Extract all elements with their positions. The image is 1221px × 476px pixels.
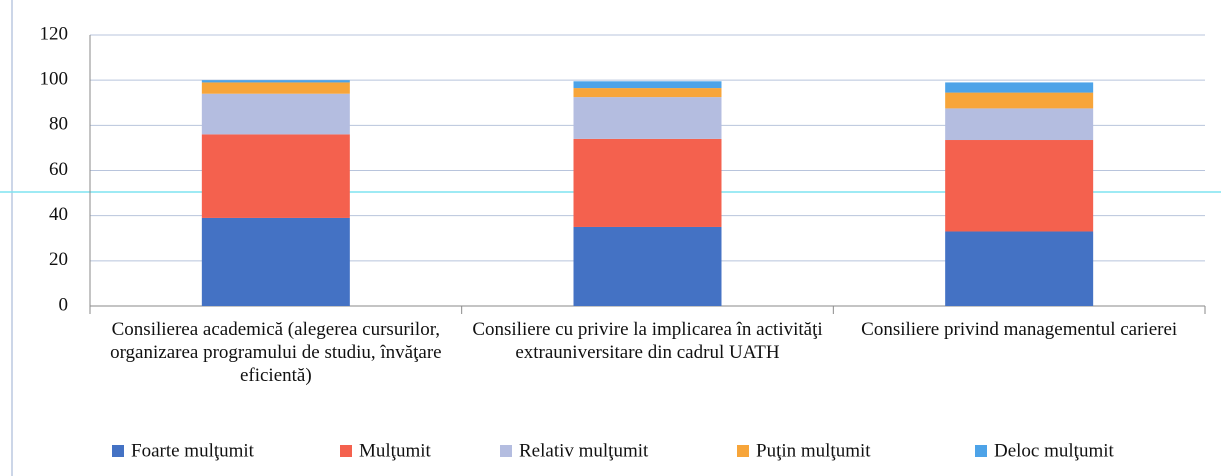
y-tick-label: 80 — [49, 114, 68, 135]
legend-label: Deloc mulţumit — [994, 440, 1115, 461]
legend-label: Mulţumit — [359, 440, 432, 461]
legend-swatch — [975, 445, 987, 457]
bar-segment — [945, 108, 1094, 141]
legend-label: Relativ mulţumit — [519, 440, 649, 461]
bar-segment — [201, 93, 350, 135]
bar-segment — [945, 92, 1094, 109]
x-tick-label: Consiliere privind managementul carierei — [861, 319, 1178, 340]
legend-label: Puţin mulţumit — [756, 440, 871, 461]
bar-segment — [945, 82, 1094, 93]
bar-segment — [201, 134, 350, 218]
y-tick-label: 100 — [40, 69, 69, 90]
bar-segment — [201, 80, 350, 83]
legend-swatch — [112, 445, 124, 457]
bar-segment — [573, 97, 722, 139]
y-tick-label: 120 — [40, 23, 69, 44]
y-tick-label: 20 — [49, 249, 68, 270]
bar-segment — [201, 82, 350, 94]
legend-swatch — [340, 445, 352, 457]
y-tick-label: 40 — [49, 204, 68, 225]
legend-label: Foarte mulţumit — [131, 440, 255, 461]
bar-segment — [573, 138, 722, 227]
bar-segment — [945, 231, 1094, 306]
x-tick-label: Consiliere cu privire la implicarea în a… — [472, 319, 823, 363]
bar-segment — [573, 81, 722, 89]
bar-segment — [945, 140, 1094, 232]
bar-segment — [201, 217, 350, 306]
y-tick-label: 0 — [59, 294, 69, 315]
y-tick-label: 60 — [49, 159, 68, 180]
legend-swatch — [737, 445, 749, 457]
legend-swatch — [500, 445, 512, 457]
bar-segment — [573, 88, 722, 98]
x-tick-label: Consilierea academică (alegerea cursuril… — [110, 319, 442, 386]
bar-segment — [573, 226, 722, 306]
